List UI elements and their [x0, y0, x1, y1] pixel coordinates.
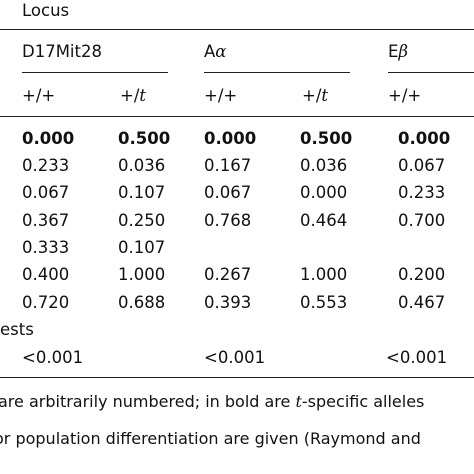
col-header: +/+: [388, 86, 422, 105]
table-cell: 0.768: [204, 211, 252, 230]
table-cell: 0.333: [22, 238, 70, 257]
col-header: +/+: [22, 86, 56, 105]
table-cell: 0.167: [204, 156, 252, 175]
table-cell: 0.036: [300, 156, 348, 175]
locus-rule-e: [388, 72, 474, 73]
table-cell: 0.500: [118, 129, 171, 148]
table-rule-bottom: [0, 377, 474, 378]
tests-label: ests: [0, 320, 34, 339]
locus-a-alpha: Aα: [204, 42, 227, 61]
locus-d17mit28: D17Mit28: [22, 42, 102, 61]
header-rule-bottom: [0, 116, 474, 117]
table-cell: 0.393: [204, 293, 252, 312]
table-cell: 0.067: [398, 156, 446, 175]
table-cell: 0.250: [118, 211, 166, 230]
header-rule-top: [0, 29, 474, 30]
pvalue-cell: <0.001: [204, 348, 266, 367]
locus-header: Locus: [22, 1, 70, 20]
table-cell: 0.036: [118, 156, 166, 175]
table-cell: 0.067: [22, 183, 70, 202]
table-cell: 0.233: [398, 183, 446, 202]
table-cell: 0.500: [300, 129, 353, 148]
table-cell: 1.000: [118, 265, 166, 284]
table-cell: 0.067: [204, 183, 252, 202]
locus-e-beta: Eβ: [388, 42, 408, 61]
table-cell: 1.000: [300, 265, 348, 284]
table-cell: 0.107: [118, 183, 166, 202]
pvalue-cell: <0.001: [22, 348, 84, 367]
footnote-line-2: or population differentiation are given …: [0, 429, 421, 448]
table-cell: 0.367: [22, 211, 70, 230]
footnote-line-1: are arbitrarily numbered; in bold are t-…: [0, 392, 425, 411]
table-cell: 0.107: [118, 238, 166, 257]
table-cell: 0.000: [300, 183, 348, 202]
table-cell: 0.720: [22, 293, 70, 312]
locus-rule-d17: [22, 72, 168, 73]
table-cell: 0.464: [300, 211, 348, 230]
table-cell: 0.467: [398, 293, 446, 312]
table-cell: 0.267: [204, 265, 252, 284]
table-cell: 0.700: [398, 211, 446, 230]
table-cell: 0.400: [22, 265, 70, 284]
col-header: +/t: [120, 86, 147, 105]
col-header: +/+: [204, 86, 238, 105]
table-cell: 0.688: [118, 293, 166, 312]
table-cell: 0.000: [22, 129, 75, 148]
pvalue-cell: <0.001: [386, 348, 448, 367]
table-cell: 0.233: [22, 156, 70, 175]
locus-rule-a: [204, 72, 350, 73]
table-cell: 0.000: [204, 129, 257, 148]
col-header: +/t: [302, 86, 329, 105]
table-cell: 0.553: [300, 293, 348, 312]
table-cell: 0.200: [398, 265, 446, 284]
table-cell: 0.000: [398, 129, 451, 148]
